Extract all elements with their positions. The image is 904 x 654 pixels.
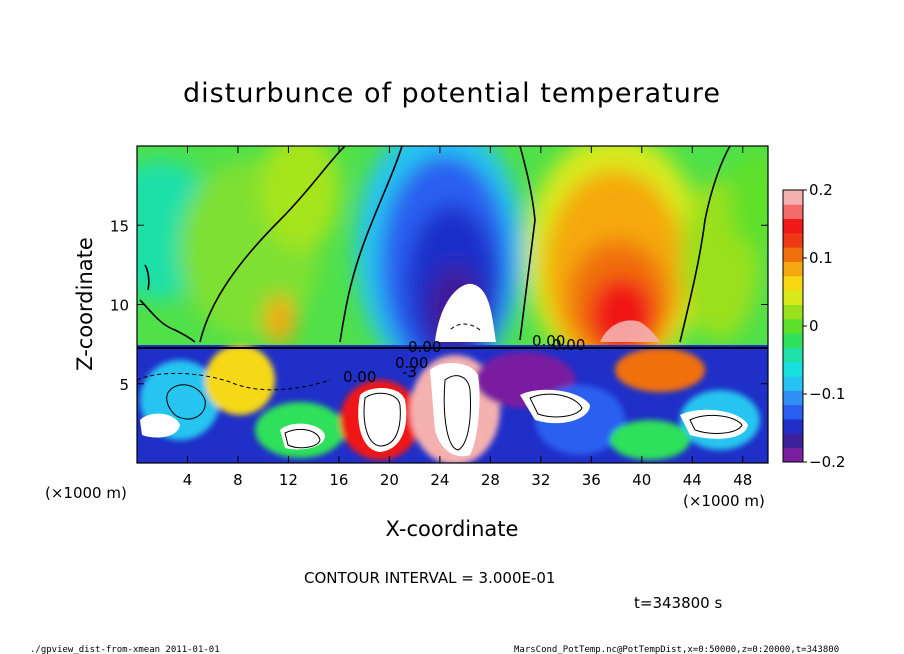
colorbar-swatch xyxy=(783,304,803,320)
x-unit-right: (×1000 m) xyxy=(683,492,765,510)
colorbar-tick-label: −0.2 xyxy=(809,453,845,471)
y-axis-ticks: 5 10 15 xyxy=(110,217,768,394)
colorbar-swatch xyxy=(783,290,803,305)
colorbar-swatch xyxy=(783,218,803,234)
x-tick-label: 40 xyxy=(632,471,651,489)
colorbar-swatch xyxy=(783,261,803,277)
contour-labels: 0.00 0.00 0.00 0.00 0.00 -3 xyxy=(343,332,585,386)
colorbar-swatch xyxy=(783,361,803,377)
contour-label: 0.00 xyxy=(408,338,441,356)
x-tick-label: 4 xyxy=(183,471,193,489)
colorbar-swatch xyxy=(783,404,803,420)
y-tick-label: 10 xyxy=(110,297,129,315)
colorbar-tick-label: 0 xyxy=(809,317,819,335)
x-tick-label: 28 xyxy=(481,471,500,489)
colorbar-swatch xyxy=(783,376,803,391)
contour-interval-text: CONTOUR INTERVAL = 3.000E-01 xyxy=(304,569,555,587)
x-tick-label: 32 xyxy=(531,471,550,489)
contour-label: 0.00 xyxy=(532,332,565,350)
footer-right: MarsCond_PotTemp.nc@PotTempDist,x=0:5000… xyxy=(514,645,839,654)
colorbar xyxy=(783,190,803,463)
chart-title: disturbunce of potential temperature xyxy=(183,78,721,109)
x-axis-label: X-coordinate xyxy=(386,517,519,541)
colorbar-swatch xyxy=(783,275,803,291)
x-tick-label: 12 xyxy=(279,471,298,489)
contour-label: 0.00 xyxy=(395,354,428,372)
x-axis-ticks: 4 8 12 16 20 24 28 32 36 40 44 48 xyxy=(183,146,752,489)
colorbar-swatch xyxy=(783,204,803,220)
x-tick-label: 16 xyxy=(329,471,348,489)
y-tick-label: 5 xyxy=(119,376,129,394)
colorbar-swatch xyxy=(783,247,803,262)
colorbar-swatch xyxy=(783,447,803,463)
colorbar-swatch xyxy=(783,232,803,248)
colorbar-swatch xyxy=(783,419,803,434)
colorbar-swatch xyxy=(783,333,803,348)
colorbar-ticks: 0.2 0.1 0 −0.1 −0.2 xyxy=(803,181,845,471)
colorbar-swatch xyxy=(783,347,803,363)
x-tick-label: 36 xyxy=(582,471,601,489)
x-tick-label: 8 xyxy=(233,471,243,489)
footer-left: ./gpview_dist-from-xmean 2011-01-01 xyxy=(30,645,220,654)
x-unit-left: (×1000 m) xyxy=(45,484,127,502)
contour-label: 0.00 xyxy=(552,336,585,354)
colorbar-tick-label: 0.1 xyxy=(809,249,833,267)
colorbar-swatch xyxy=(783,433,803,449)
colorbar-swatch xyxy=(783,390,803,406)
potential-temperature-field xyxy=(137,146,768,463)
colorbar-tick-label: 0.2 xyxy=(809,181,833,199)
contour-label: -3 xyxy=(402,363,417,381)
time-text: t=343800 s xyxy=(634,594,722,612)
colorbar-tick-label: −0.1 xyxy=(809,385,845,403)
x-tick-label: 48 xyxy=(733,471,752,489)
contour-label: 0.00 xyxy=(343,368,376,386)
colorbar-swatch xyxy=(783,318,803,334)
x-tick-label: 44 xyxy=(683,471,702,489)
x-tick-label: 24 xyxy=(430,471,449,489)
y-axis-label: Z-coordinate xyxy=(73,237,97,371)
colorbar-swatch xyxy=(783,190,803,205)
y-tick-label: 15 xyxy=(110,217,129,235)
x-tick-label: 20 xyxy=(380,471,399,489)
